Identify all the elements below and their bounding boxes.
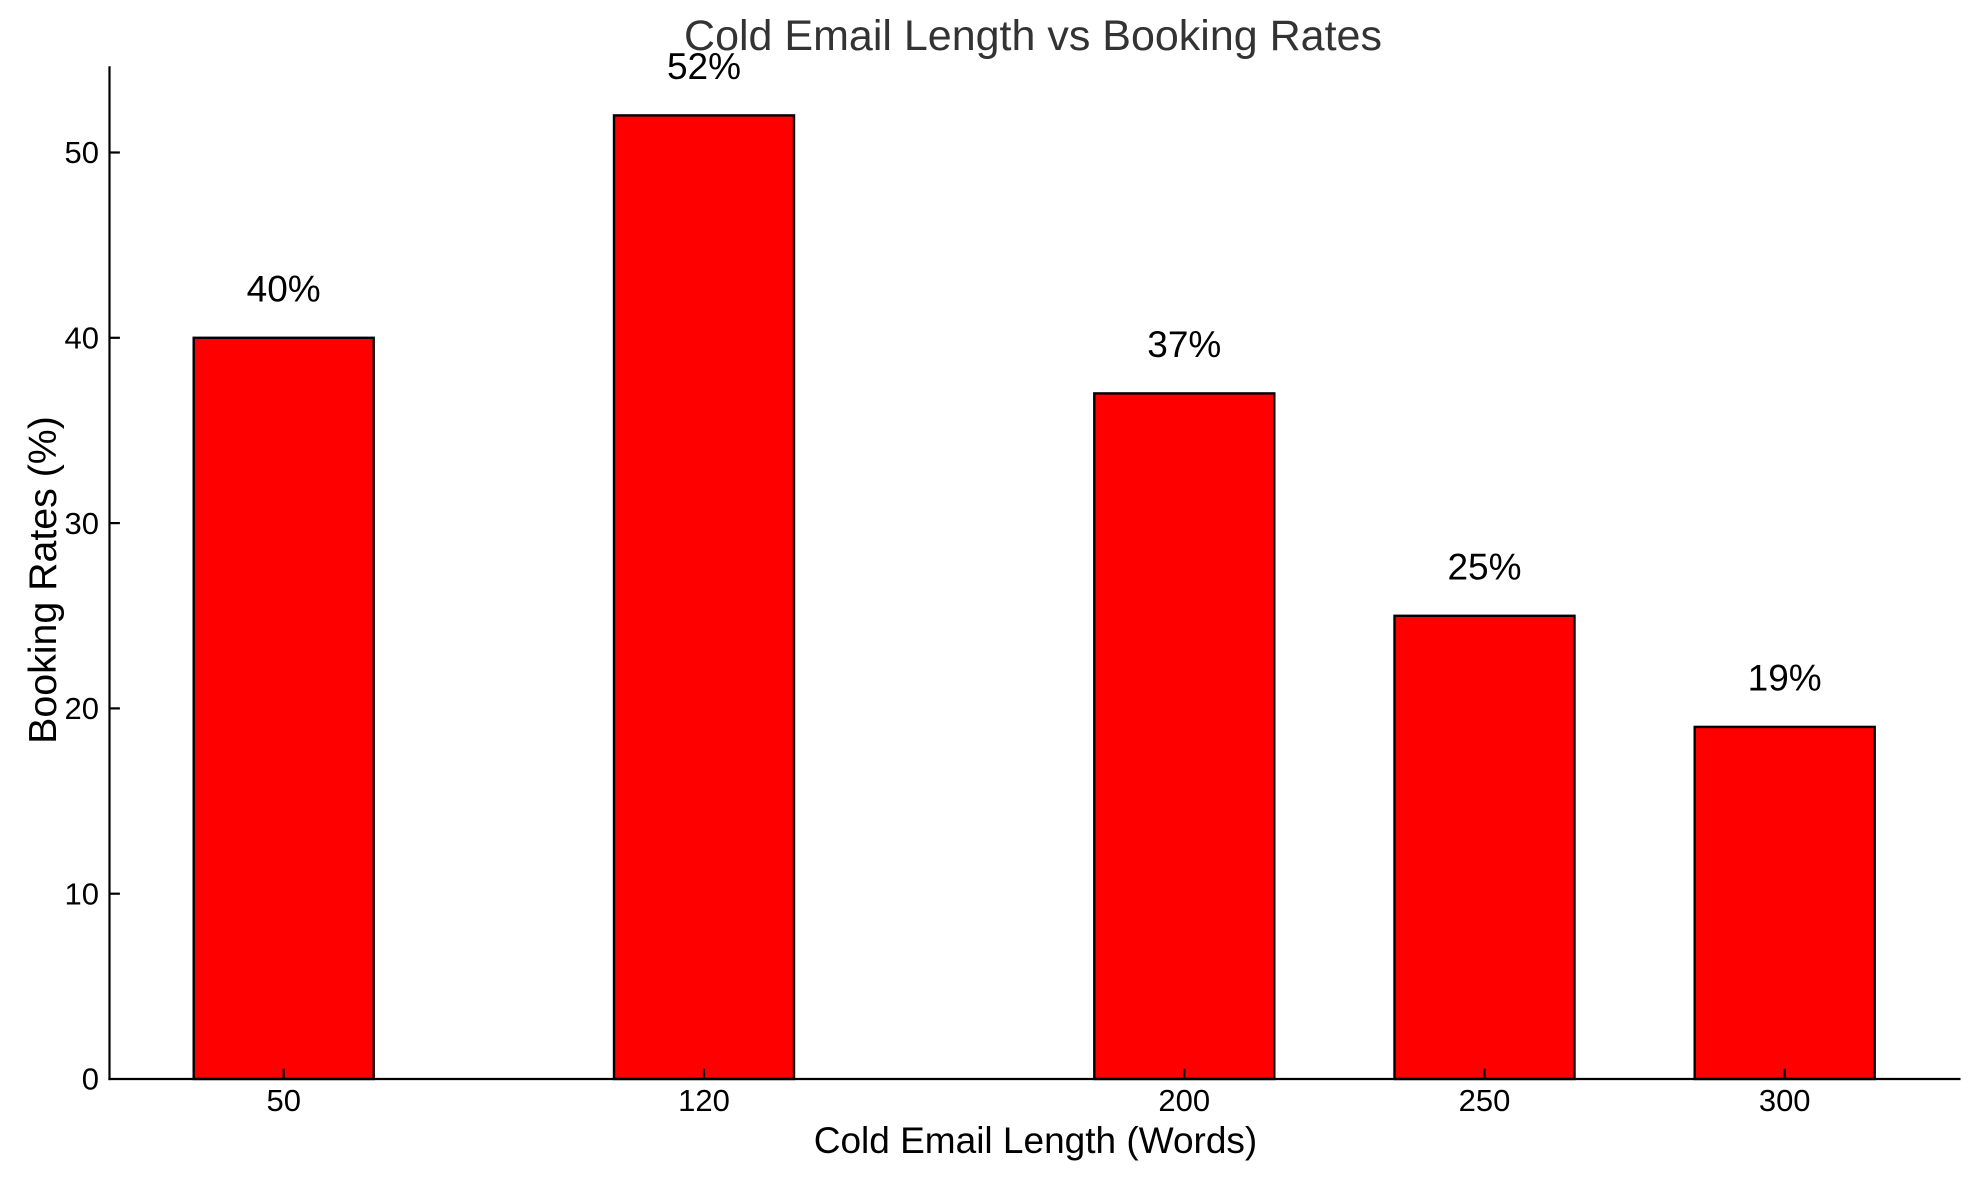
- svg-text:300: 300: [1759, 1083, 1811, 1118]
- svg-text:0: 0: [82, 1062, 99, 1097]
- svg-text:25%: 25%: [1447, 547, 1521, 588]
- svg-text:52%: 52%: [667, 46, 741, 87]
- svg-text:Cold Email Length vs Booking R: Cold Email Length vs Booking Rates: [684, 12, 1382, 60]
- svg-text:50: 50: [65, 135, 99, 170]
- svg-text:250: 250: [1459, 1083, 1511, 1118]
- svg-text:10: 10: [65, 876, 99, 911]
- svg-text:20: 20: [65, 691, 99, 726]
- svg-text:Cold Email Length (Words): Cold Email Length (Words): [814, 1120, 1258, 1161]
- svg-text:37%: 37%: [1147, 324, 1221, 365]
- svg-text:200: 200: [1158, 1083, 1210, 1118]
- svg-text:40: 40: [65, 321, 99, 356]
- svg-text:40%: 40%: [247, 268, 321, 309]
- svg-text:50: 50: [266, 1083, 300, 1118]
- svg-text:30: 30: [65, 506, 99, 541]
- svg-text:Booking Rates (%): Booking Rates (%): [21, 416, 65, 744]
- svg-text:19%: 19%: [1748, 658, 1822, 699]
- svg-text:120: 120: [678, 1083, 730, 1118]
